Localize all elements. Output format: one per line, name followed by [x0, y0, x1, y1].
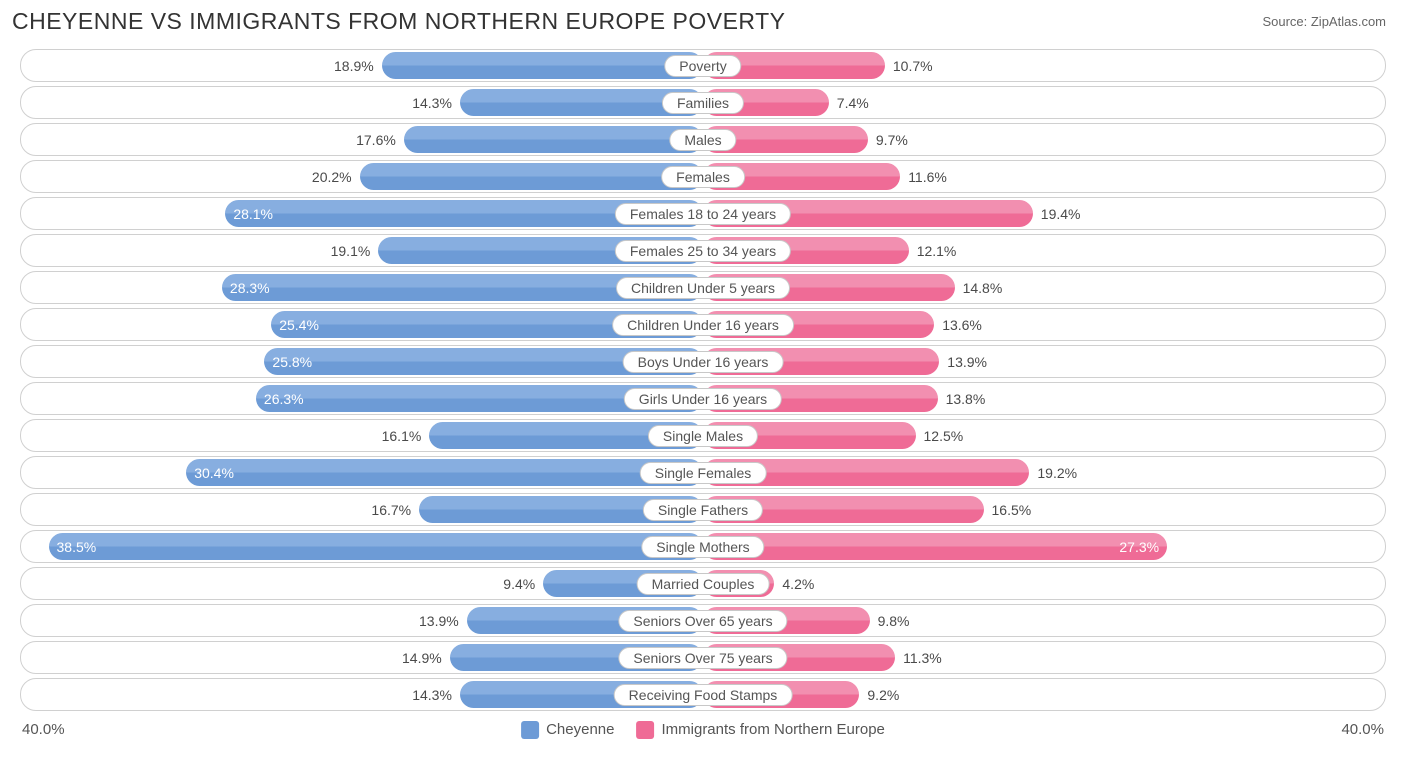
chart-row: 26.3% 13.8% Girls Under 16 years [20, 382, 1386, 415]
category-label: Seniors Over 75 years [618, 647, 787, 669]
value-right: 9.8% [870, 613, 910, 629]
chart-row: 16.1% 12.5% Single Males [20, 419, 1386, 452]
chart-row: 19.1% 12.1% Females 25 to 34 years [20, 234, 1386, 267]
category-label: Seniors Over 65 years [618, 610, 787, 632]
chart-row: 38.5% 27.3% Single Mothers [20, 530, 1386, 563]
value-left: 18.9% [334, 58, 382, 74]
bar-left: 17.6% [404, 126, 703, 153]
value-left: 28.3% [230, 280, 270, 296]
bar-right: 27.3% [703, 533, 1167, 560]
value-right: 27.3% [1119, 539, 1159, 555]
value-right: 13.8% [938, 391, 986, 407]
bar-left: 30.4% [186, 459, 703, 486]
value-left: 25.8% [272, 354, 312, 370]
value-left: 14.3% [412, 687, 460, 703]
value-right: 14.8% [955, 280, 1003, 296]
value-left: 14.9% [402, 650, 450, 666]
category-label: Married Couples [637, 573, 770, 595]
category-label: Females 18 to 24 years [615, 203, 791, 225]
value-right: 19.2% [1029, 465, 1077, 481]
axis-right-label: 40.0% [1341, 721, 1384, 738]
value-left: 9.4% [503, 576, 543, 592]
value-left: 25.4% [279, 317, 319, 333]
value-left: 16.1% [382, 428, 430, 444]
value-right: 7.4% [829, 95, 869, 111]
category-label: Single Fathers [643, 499, 763, 521]
value-left: 19.1% [331, 243, 379, 259]
category-label: Boys Under 16 years [623, 351, 784, 373]
category-label: Males [669, 129, 736, 151]
legend-item: Cheyenne [521, 721, 614, 739]
chart-row: 28.1% 19.4% Females 18 to 24 years [20, 197, 1386, 230]
value-right: 11.3% [895, 650, 942, 666]
value-right: 16.5% [984, 502, 1032, 518]
value-left: 30.4% [194, 465, 234, 481]
category-label: Females [661, 166, 745, 188]
chart-row: 14.9% 11.3% Seniors Over 75 years [20, 641, 1386, 674]
value-right: 10.7% [885, 58, 933, 74]
chart-header: CHEYENNE VS IMMIGRANTS FROM NORTHERN EUR… [0, 0, 1406, 39]
chart-row: 25.4% 13.6% Children Under 16 years [20, 308, 1386, 341]
chart-row: 18.9% 10.7% Poverty [20, 49, 1386, 82]
category-label: Girls Under 16 years [624, 388, 782, 410]
value-right: 9.7% [868, 132, 908, 148]
chart-row: 13.9% 9.8% Seniors Over 65 years [20, 604, 1386, 637]
value-right: 11.6% [900, 169, 947, 185]
value-right: 13.6% [934, 317, 982, 333]
legend: Cheyenne Immigrants from Northern Europe [521, 721, 885, 739]
legend-swatch [636, 721, 654, 739]
value-right: 4.2% [774, 576, 814, 592]
axis-left-label: 40.0% [22, 721, 65, 738]
value-left: 13.9% [419, 613, 467, 629]
value-right: 12.1% [909, 243, 957, 259]
bar-left: 18.9% [382, 52, 703, 79]
value-left: 20.2% [312, 169, 360, 185]
category-label: Receiving Food Stamps [614, 684, 793, 706]
legend-label: Immigrants from Northern Europe [661, 721, 884, 738]
category-label: Poverty [664, 55, 741, 77]
value-right: 9.2% [859, 687, 899, 703]
chart-row: 30.4% 19.2% Single Females [20, 456, 1386, 489]
category-label: Single Males [648, 425, 758, 447]
chart-row: 17.6% 9.7% Males [20, 123, 1386, 156]
chart-area: 18.9% 10.7% Poverty 14.3% 7.4% Families 17.6% 9… [0, 39, 1406, 711]
chart-row: 9.4% 4.2%Married Couples [20, 567, 1386, 600]
chart-row: 28.3% 14.8% Children Under 5 years [20, 271, 1386, 304]
legend-swatch [521, 721, 539, 739]
chart-title: CHEYENNE VS IMMIGRANTS FROM NORTHERN EUR… [12, 8, 786, 35]
value-left: 14.3% [412, 95, 460, 111]
chart-source: Source: ZipAtlas.com [1262, 14, 1386, 29]
value-left: 38.5% [57, 539, 97, 555]
value-left: 28.1% [233, 206, 273, 222]
chart-row: 20.2% 11.6% Females [20, 160, 1386, 193]
legend-label: Cheyenne [546, 721, 614, 738]
bar-left: 20.2% [360, 163, 703, 190]
category-label: Females 25 to 34 years [615, 240, 791, 262]
chart-row: 14.3% 7.4% Families [20, 86, 1386, 119]
legend-item: Immigrants from Northern Europe [636, 721, 884, 739]
category-label: Children Under 5 years [616, 277, 790, 299]
bar-left: 38.5% [49, 533, 704, 560]
value-left: 16.7% [371, 502, 419, 518]
chart-row: 14.3% 9.2% Receiving Food Stamps [20, 678, 1386, 711]
category-label: Single Mothers [641, 536, 764, 558]
category-label: Families [662, 92, 744, 114]
category-label: Single Females [640, 462, 767, 484]
chart-footer: 40.0% Cheyenne Immigrants from Northern E… [0, 715, 1406, 738]
value-right: 19.4% [1033, 206, 1081, 222]
value-right: 12.5% [916, 428, 964, 444]
value-right: 13.9% [939, 354, 987, 370]
value-left: 26.3% [264, 391, 304, 407]
chart-row: 25.8% 13.9% Boys Under 16 years [20, 345, 1386, 378]
value-left: 17.6% [356, 132, 404, 148]
category-label: Children Under 16 years [612, 314, 794, 336]
chart-row: 16.7% 16.5% Single Fathers [20, 493, 1386, 526]
